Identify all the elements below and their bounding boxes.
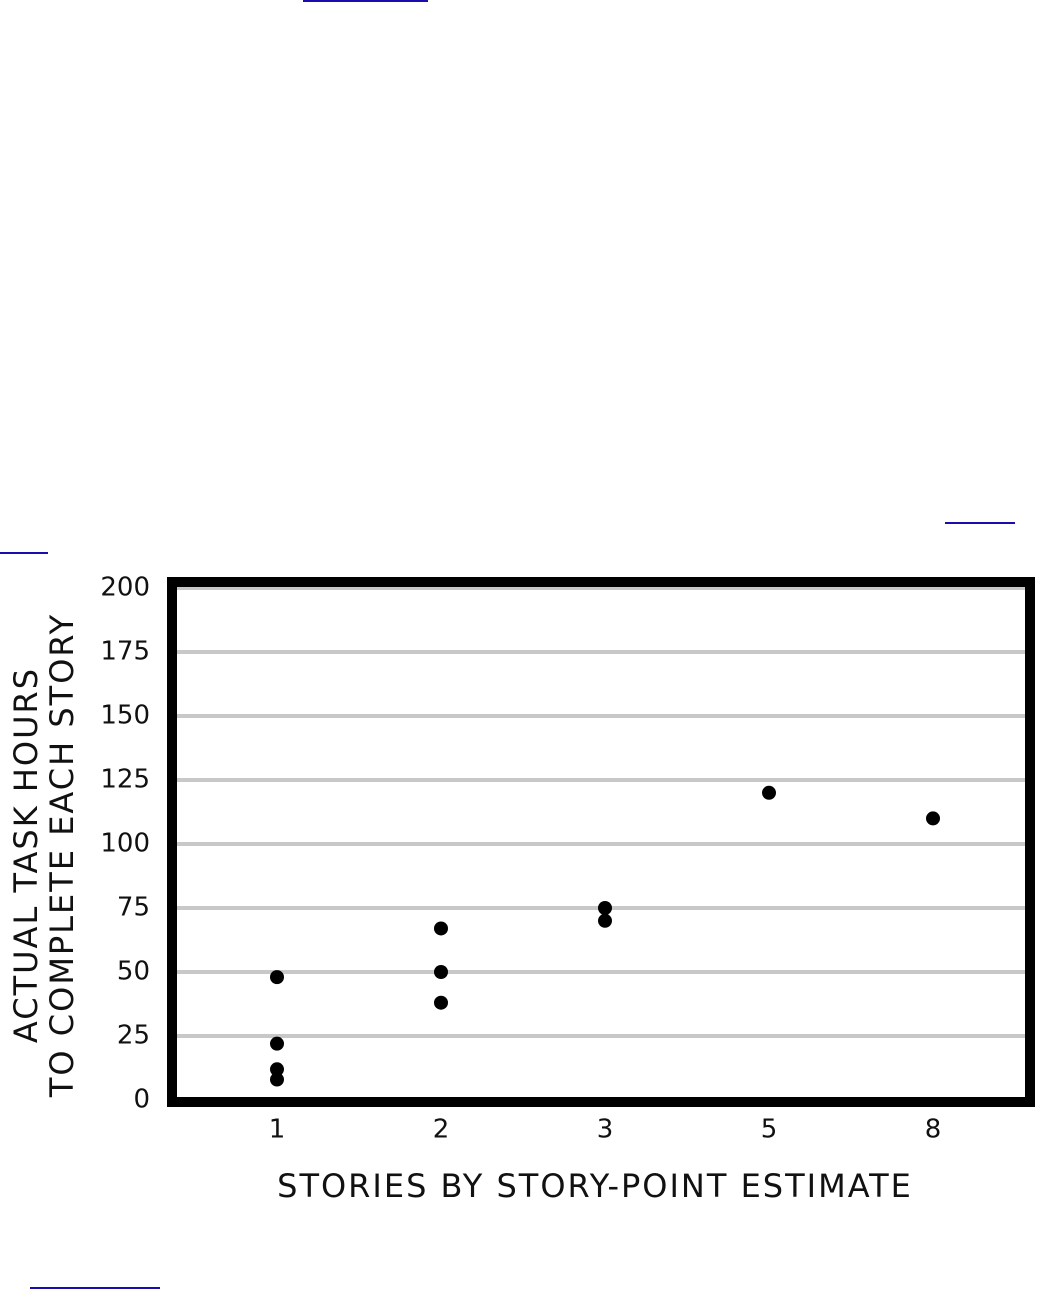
y-tick-label: 0 — [133, 1085, 150, 1115]
y-tick-label: 175 — [100, 637, 150, 667]
x-tick-label: 3 — [597, 1115, 614, 1145]
y-tick-label: 150 — [100, 701, 150, 731]
data-point — [434, 995, 448, 1010]
x-tick-label: 2 — [433, 1115, 450, 1145]
data-point — [598, 901, 612, 915]
data-point — [598, 913, 612, 928]
grid — [176, 586, 1026, 1102]
x-tick-label: 1 — [269, 1115, 286, 1145]
x-tick-label: 5 — [761, 1115, 778, 1145]
y-tick-label: 75 — [117, 893, 150, 923]
plot-frame — [167, 577, 1035, 1107]
data-point — [926, 811, 940, 826]
y-tick-label: 100 — [100, 829, 150, 859]
data-point — [270, 1072, 284, 1087]
y-tick-label: 50 — [117, 957, 150, 987]
data-point — [434, 965, 448, 979]
x-tick-label: 8 — [925, 1115, 942, 1145]
data-point — [434, 921, 448, 936]
data-point — [270, 970, 284, 985]
x-axis-title: STORIES BY STORY-POINT ESTIMATE — [277, 1167, 913, 1205]
y-tick-label: 25 — [117, 1021, 150, 1051]
data-point — [270, 1062, 284, 1077]
data-point — [270, 1036, 284, 1051]
y-tick-label: 125 — [100, 765, 150, 795]
y-tick-label: 200 — [100, 573, 150, 603]
y-axis-title: TO COMPLETE EACH STORY — [43, 613, 81, 1098]
data-point — [762, 785, 776, 800]
y-axis-title: ACTUAL TASK HOURS — [7, 667, 45, 1043]
